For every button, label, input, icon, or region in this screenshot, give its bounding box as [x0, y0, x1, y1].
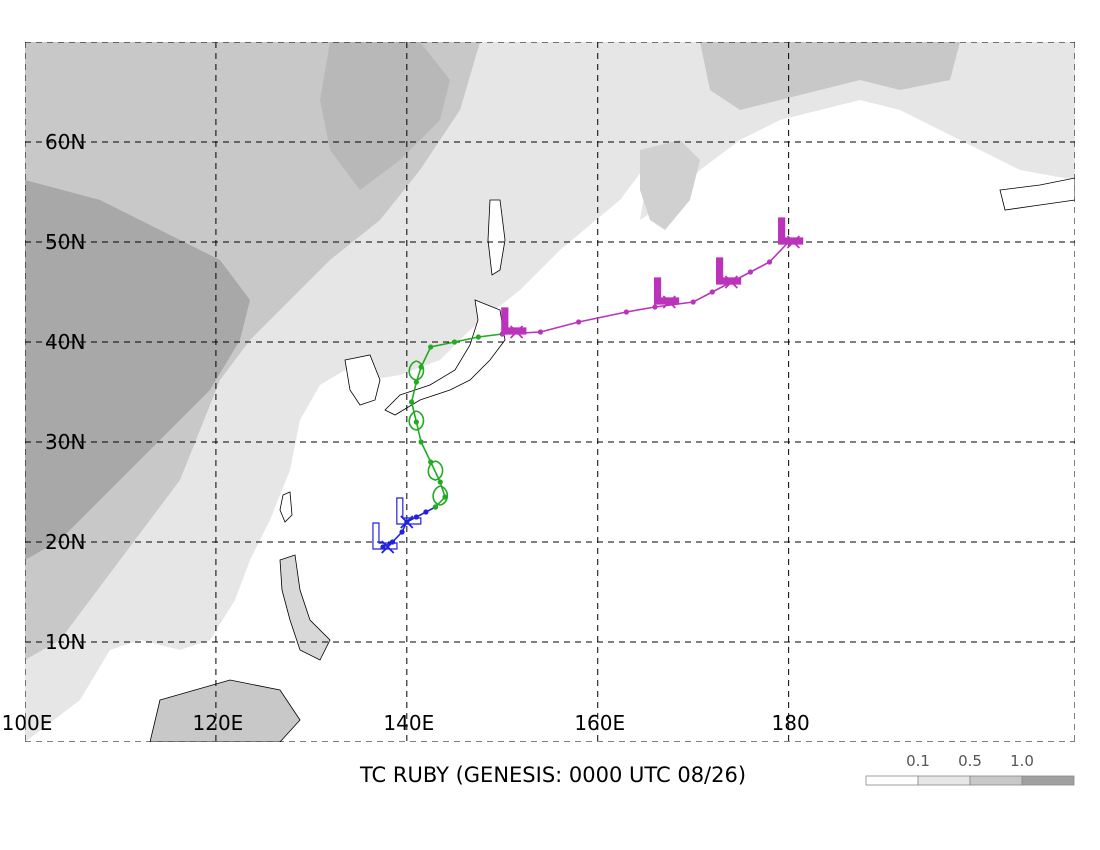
map-area	[25, 42, 1075, 742]
low-pressure-symbol	[372, 522, 398, 550]
x-marker	[786, 235, 801, 249]
track-point	[399, 529, 405, 535]
legend-label: 0.5	[958, 752, 982, 770]
track-point	[652, 304, 658, 310]
shading-legend: 0.1 0.5 1.0	[865, 752, 1075, 786]
track-point	[432, 504, 439, 510]
track-point	[413, 419, 419, 425]
track-point	[413, 379, 419, 385]
siberia-east-mid	[700, 42, 960, 110]
track-point	[623, 309, 629, 315]
latitude-label: 40N	[45, 330, 85, 354]
tropical-cyclone-symbol	[408, 410, 425, 431]
asia-mainland-dark	[25, 180, 250, 560]
track-point	[537, 329, 544, 335]
tropical-cyclone-symbol	[408, 360, 425, 381]
longitude-label: 120E	[193, 711, 244, 735]
track-point	[423, 509, 429, 515]
tropical-cyclone-symbol	[427, 460, 444, 481]
sakhalin	[487, 199, 506, 276]
track-point	[709, 289, 715, 295]
longitude-label: 100E	[2, 711, 53, 735]
track-point	[690, 299, 696, 305]
legend-swatch	[917, 775, 971, 786]
kamchatka	[640, 140, 700, 230]
latitude-label: 60N	[45, 130, 85, 154]
x-marker	[724, 275, 739, 289]
track-point	[766, 259, 773, 265]
latitude-label: 10N	[45, 630, 85, 654]
legend-label: 1.0	[1010, 752, 1034, 770]
japan	[384, 299, 506, 416]
longitude-labels: 100E 120E 140E 160E 180	[2, 711, 810, 735]
taiwan	[279, 491, 293, 523]
track-point	[747, 269, 754, 275]
longitude-label: 160E	[574, 711, 625, 735]
longitude-label: 140E	[383, 711, 434, 735]
x-marker	[509, 325, 524, 339]
track-symbols	[372, 217, 804, 554]
philippines	[279, 554, 331, 661]
track-point	[428, 344, 434, 350]
korea	[344, 354, 381, 406]
legend-swatch	[865, 775, 919, 786]
borneo-islands	[149, 679, 301, 742]
legend-swatch	[1021, 775, 1075, 786]
latitude-label: 30N	[45, 430, 85, 454]
low-pressure-symbol	[501, 307, 527, 335]
graticule	[25, 42, 1075, 742]
latitude-labels: 10N 20N 30N 40N 50N 60N	[45, 130, 85, 654]
x-marker	[400, 515, 414, 529]
track-point	[437, 479, 443, 485]
low-pressure-symbol	[653, 277, 680, 305]
track-point	[576, 319, 582, 325]
track-point	[475, 334, 482, 340]
longitude-label: 180	[772, 711, 810, 735]
low-pressure-symbol	[396, 497, 422, 525]
legend-label: 0.1	[906, 752, 930, 770]
land-shading	[25, 42, 1075, 742]
track-point	[418, 439, 424, 445]
x-marker	[662, 295, 676, 309]
alaska-coast	[999, 177, 1075, 211]
map-title: TC RUBY (GENESIS: 0000 UTC 08/26)	[359, 763, 746, 787]
tropical-cyclone-symbol	[432, 485, 449, 506]
track-point	[408, 399, 415, 405]
asia-mainland-mid	[25, 42, 480, 660]
legend-swatch	[969, 775, 1023, 786]
track-point	[451, 339, 458, 345]
central-asia-band	[320, 42, 450, 190]
latitude-label: 20N	[45, 530, 85, 554]
track-point	[380, 544, 386, 550]
low-pressure-symbol	[778, 217, 804, 245]
latitude-label: 50N	[45, 230, 85, 254]
x-marker	[381, 540, 395, 554]
